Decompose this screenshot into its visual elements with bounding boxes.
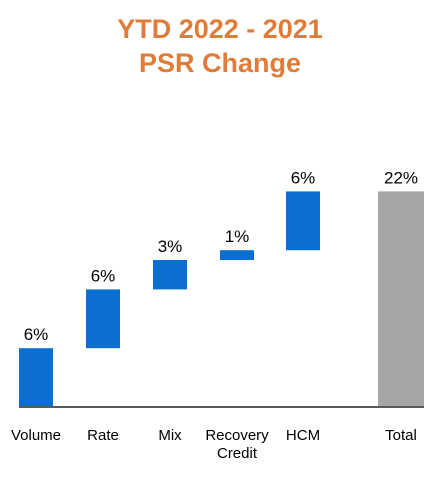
bar-value-label: 22% — [384, 168, 418, 187]
category-label: Credit — [217, 445, 258, 462]
category-label: Recovery — [205, 427, 269, 444]
bar-value-label: 6% — [91, 266, 116, 285]
delta-bar — [19, 348, 53, 407]
category-label: Volume — [11, 427, 61, 444]
bar-value-label: 6% — [291, 168, 316, 187]
chart-subtitle: PSR Change — [138, 48, 302, 78]
chart-title: YTD 2022 - 2021 — [117, 14, 323, 44]
category-label: Rate — [87, 427, 119, 444]
delta-bar — [153, 260, 187, 290]
bar-value-label: 3% — [158, 237, 183, 256]
bar-value-label: 1% — [225, 227, 250, 246]
delta-bar — [86, 289, 120, 349]
category-label: HCM — [286, 427, 320, 444]
total-bar — [378, 191, 424, 407]
category-label: Total — [385, 427, 417, 444]
category-label: Mix — [158, 427, 182, 444]
delta-bar — [220, 250, 254, 260]
delta-bar — [286, 191, 320, 251]
bar-value-label: 6% — [24, 325, 49, 344]
